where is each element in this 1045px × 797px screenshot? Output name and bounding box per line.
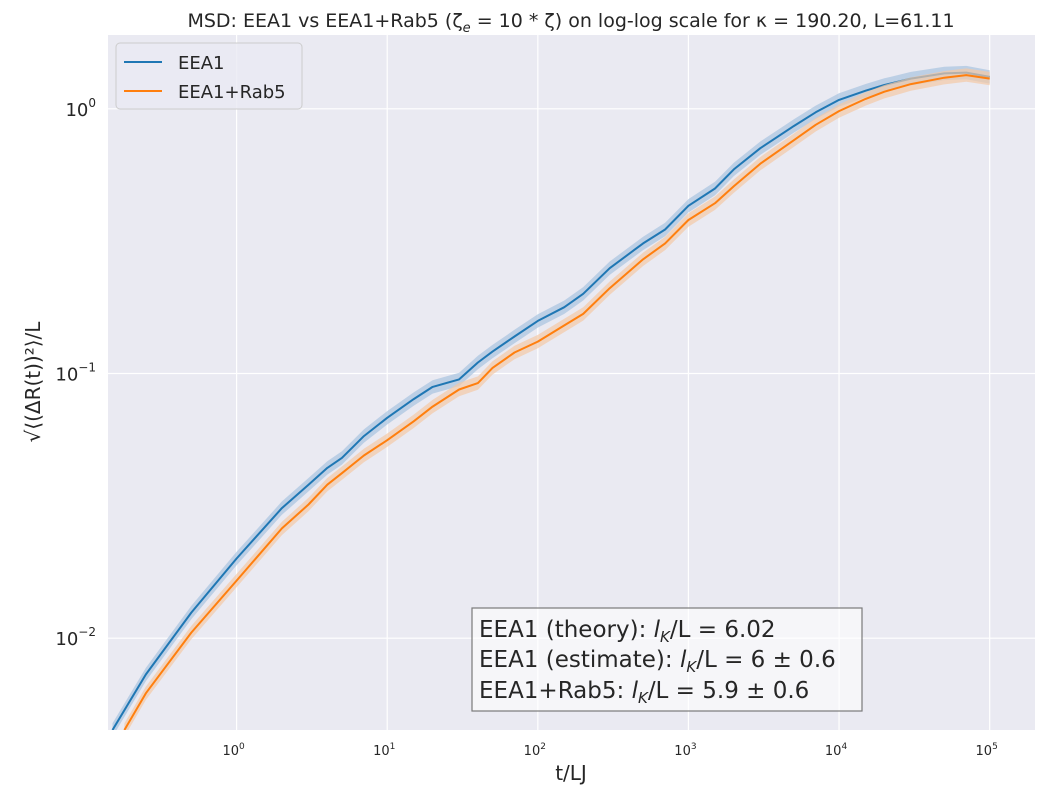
legend: EEA1 EEA1+Rab5 — [115, 42, 303, 110]
x-tick-labels: 100 101 102 103 104 105 — [222, 742, 997, 759]
annotation-frame — [471, 607, 863, 712]
series-layer — [111, 65, 990, 730]
legend-label-eea1: EEA1 — [178, 53, 225, 74]
annotation-line-1: EEA1 (theory): lK/L = 6.02 — [479, 617, 776, 646]
chart-title-part1: MSD: EEA1 vs EEA1+Rab5 (ζ — [187, 10, 462, 32]
y-tick-label: 10−2 — [55, 625, 96, 650]
y-axis-label: √⟨(ΔR(t))²⟩/L — [21, 321, 45, 443]
annotation-box: EEA1 (theory): lK/L = 6.02 EEA1 (estimat… — [471, 607, 863, 712]
x-tick-label: 103 — [674, 742, 696, 759]
x-tick-label: 100 — [222, 742, 245, 759]
x-tick-label: 102 — [524, 742, 546, 759]
y-tick-label: 10−1 — [55, 360, 96, 385]
series-line-1 — [123, 74, 990, 730]
chart-title: MSD: EEA1 vs EEA1+Rab5 (ζe = 10 * ζ) on … — [187, 10, 954, 36]
legend-label-eea1-rab5: EEA1+Rab5 — [178, 82, 286, 103]
x-axis-label: t/LJ — [555, 761, 587, 785]
legend-box — [115, 42, 303, 110]
series-line-0 — [111, 71, 990, 730]
x-tick-label: 101 — [373, 742, 395, 759]
annotation-line-2: EEA1 (estimate): lK/L = 6 ± 0.6 — [479, 647, 836, 676]
chart-title-subscript: e — [463, 21, 471, 36]
y-tick-labels: 10−2 10−1 100 — [55, 96, 96, 650]
y-tick-label: 100 — [65, 96, 96, 121]
x-tick-label: 104 — [825, 742, 848, 759]
x-tick-label: 105 — [976, 742, 998, 759]
annotation-line-3: EEA1+Rab5: lK/L = 5.9 ± 0.6 — [479, 678, 809, 707]
chart-title-part2: = 10 * ζ) on log-log scale for κ = 190.2… — [471, 10, 955, 32]
